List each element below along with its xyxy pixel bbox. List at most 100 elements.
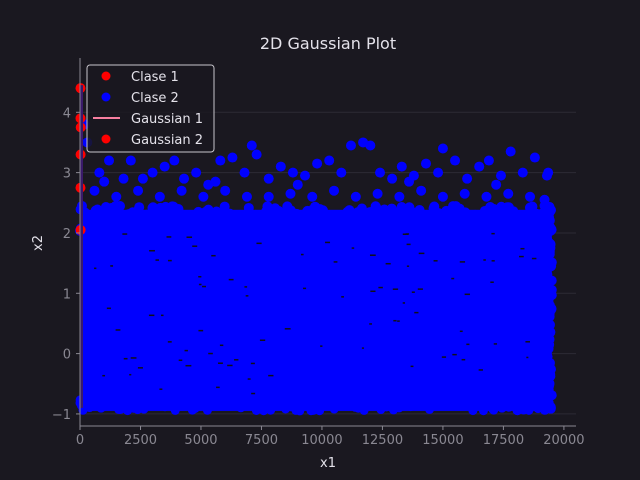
y-tick-label: 2 xyxy=(63,227,71,242)
clase-2-point xyxy=(220,225,231,236)
dense-region-gap xyxy=(393,319,397,322)
clase-2-point xyxy=(97,216,108,227)
clase-2-point xyxy=(262,204,273,215)
clase-2-point xyxy=(345,140,356,151)
dense-region-gap xyxy=(325,241,331,244)
clase-2-point xyxy=(329,404,339,414)
clase-2-point xyxy=(324,155,335,166)
clase-2-point xyxy=(224,217,235,228)
x-axis-ticks: 0 2500 5000 7500 10000 12500 15000 17500 20000 xyxy=(76,426,585,448)
clase-2-point xyxy=(332,211,343,222)
clase-2-point xyxy=(172,216,183,227)
clase-2-point xyxy=(298,398,308,408)
dense-region-gap xyxy=(491,232,495,235)
y-tick-label: −1 xyxy=(52,408,71,423)
x-tick-label: 15000 xyxy=(422,433,463,448)
y-tick-label: 0 xyxy=(63,348,71,363)
clase-2-point xyxy=(154,191,165,202)
clase-2-point xyxy=(481,191,492,202)
clase-2-point xyxy=(118,173,129,184)
x-tick-label: 5000 xyxy=(184,433,217,448)
clase-2-point xyxy=(251,392,261,402)
clase-2-point xyxy=(505,393,515,403)
clase-2-point xyxy=(543,324,554,335)
clase-2-point xyxy=(251,405,261,415)
clase-2-point xyxy=(191,167,202,178)
x-tick-label: 0 xyxy=(76,433,84,448)
clase-2-point xyxy=(169,155,180,166)
clase-2-point xyxy=(150,224,161,235)
clase-2-point xyxy=(448,396,458,406)
clase-2-point xyxy=(425,393,435,403)
dense-region-gap xyxy=(361,347,364,349)
dense-region-gap xyxy=(129,373,132,376)
clase-2-point xyxy=(99,208,110,219)
dense-region-gap xyxy=(123,357,128,360)
dense-region-gap xyxy=(102,374,106,377)
dense-region-gap xyxy=(402,233,409,235)
dense-region-gap xyxy=(493,343,498,345)
dense-region-gap xyxy=(411,291,415,293)
dense-region-gap xyxy=(320,345,323,347)
clase-2-point xyxy=(215,155,226,166)
clase-2-point xyxy=(307,191,318,202)
dense-region-gap xyxy=(333,261,338,263)
clase-2-point xyxy=(292,391,302,401)
clase-2-point xyxy=(354,398,364,408)
dense-region-gap xyxy=(378,286,383,289)
clase-2-point xyxy=(293,227,304,238)
clase-2-point xyxy=(312,158,323,169)
dense-region-gap xyxy=(149,249,155,252)
dense-region-gap xyxy=(148,314,155,317)
clase-2-point xyxy=(544,308,555,319)
clase-2-point xyxy=(545,364,556,375)
clase-2-point xyxy=(525,215,536,226)
dense-region-gap xyxy=(405,233,410,235)
clase-2-point xyxy=(462,173,473,184)
clase-2-point xyxy=(264,403,274,413)
dense-region-gap xyxy=(402,302,406,304)
clase-2-point xyxy=(198,191,209,202)
clase-2-point xyxy=(264,225,275,236)
clase-2-point xyxy=(163,227,174,238)
y-axis-title: x2 xyxy=(31,235,46,251)
clase-2-point xyxy=(187,215,198,226)
clase-2-point xyxy=(344,217,355,228)
clase-2-point xyxy=(129,217,140,228)
clase-2-point xyxy=(545,402,556,413)
clase-2-point xyxy=(125,155,136,166)
x-tick-label: 20000 xyxy=(543,433,584,448)
clase-2-point xyxy=(522,404,532,414)
clase-2-point xyxy=(426,226,437,237)
dense-region-gap xyxy=(219,344,224,347)
clase-2-point xyxy=(285,188,296,199)
clase-2-point xyxy=(372,395,382,405)
dense-region-gap xyxy=(186,236,193,238)
clase-2-point xyxy=(291,404,301,414)
dense-region-gap xyxy=(490,281,494,283)
clase-2-point xyxy=(546,257,557,268)
clase-2-point xyxy=(542,337,553,348)
legend-gaussian-1-label: Gaussian 1 xyxy=(131,112,203,127)
clase-2-point xyxy=(147,167,158,178)
y-tick-label: 3 xyxy=(63,167,71,182)
clase-2-point xyxy=(203,204,214,215)
clase-2-point xyxy=(137,173,148,184)
clase-2-point xyxy=(428,203,439,214)
clase-2-point xyxy=(539,349,550,360)
dense-region-gap xyxy=(392,288,399,290)
dense-region-gap xyxy=(106,307,111,310)
clase-2-point xyxy=(127,207,138,218)
dense-region-gap xyxy=(452,353,457,356)
clase-2-point xyxy=(450,155,461,166)
clase-2-point xyxy=(378,402,388,412)
dense-region-gap xyxy=(130,357,137,359)
dense-region-gap xyxy=(167,341,172,343)
clase-2-point xyxy=(542,275,553,286)
clase-2-point xyxy=(239,167,250,178)
clase-2-point xyxy=(133,185,144,196)
clase-2-point xyxy=(263,173,274,184)
clase-2-point xyxy=(241,191,252,202)
dense-region-gap xyxy=(256,242,262,245)
legend-clase-1-label: Clase 1 xyxy=(131,70,179,85)
